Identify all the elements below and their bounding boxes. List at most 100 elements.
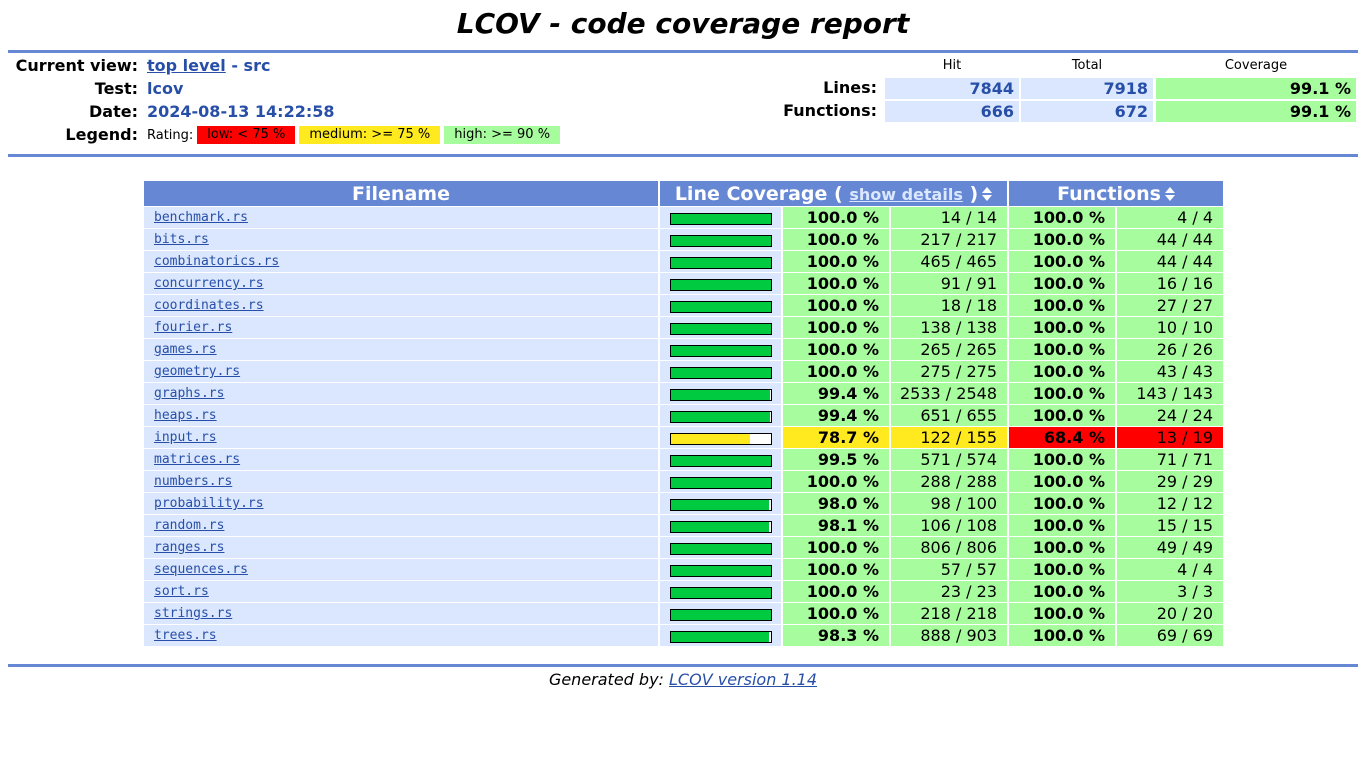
coverage-bar: [669, 542, 772, 555]
file-link[interactable]: games.rs: [154, 342, 217, 357]
function-coverage-percent: 100.0 %: [1009, 383, 1115, 404]
file-link[interactable]: input.rs: [154, 430, 217, 445]
coverage-bar: [669, 322, 772, 335]
function-coverage-count: 44 / 44: [1117, 229, 1223, 250]
function-coverage-count: 20 / 20: [1117, 603, 1223, 624]
file-name-cell: bits.rs: [144, 229, 658, 250]
line-coverage-percent: 100.0 %: [783, 207, 889, 228]
function-coverage-percent: 100.0 %: [1009, 449, 1115, 470]
coverage-table: Filename Line Coverage ( show details ) …: [142, 180, 1225, 647]
file-name-cell: concurrency.rs: [144, 273, 658, 294]
top-level-link[interactable]: top level: [147, 56, 226, 75]
coverage-bar-cell: [660, 559, 781, 580]
file-link[interactable]: combinatorics.rs: [154, 254, 280, 269]
file-link[interactable]: sort.rs: [154, 584, 209, 599]
coverage-bar-fill: [670, 301, 771, 312]
file-link[interactable]: sequences.rs: [154, 562, 248, 577]
file-link[interactable]: ranges.rs: [154, 540, 225, 555]
function-coverage-percent: 100.0 %: [1009, 471, 1115, 492]
coverage-bar-cell: [660, 603, 781, 624]
coverage-bar-fill: [670, 279, 771, 290]
function-coverage-percent: 100.0 %: [1009, 625, 1115, 646]
coverage-bar: [669, 278, 772, 291]
file-link[interactable]: heaps.rs: [154, 408, 217, 423]
line-coverage-count: 265 / 265: [891, 339, 1007, 360]
table-row: trees.rs 98.3 % 888 / 903 100.0 % 69 / 69: [144, 625, 1223, 646]
functions-header: Functions: [1009, 181, 1223, 206]
function-coverage-percent: 100.0 %: [1009, 273, 1115, 294]
coverage-bar-cell: [660, 625, 781, 646]
current-view-label: Current view:: [15, 56, 138, 75]
line-coverage-percent: 98.3 %: [783, 625, 889, 646]
coverage-bar-cell: [660, 515, 781, 536]
file-link[interactable]: trees.rs: [154, 628, 217, 643]
table-row: heaps.rs 99.4 % 651 / 655 100.0 % 24 / 24: [144, 405, 1223, 426]
show-details-link[interactable]: show details: [849, 184, 963, 204]
file-link[interactable]: numbers.rs: [154, 474, 233, 489]
summary-lines-coverage: 99.1 %: [1156, 78, 1356, 99]
file-link[interactable]: concurrency.rs: [154, 276, 264, 291]
coverage-bar-fill: [670, 499, 769, 510]
function-coverage-percent: 100.0 %: [1009, 493, 1115, 514]
line-coverage-count: 275 / 275: [891, 361, 1007, 382]
line-coverage-percent: 100.0 %: [783, 229, 889, 250]
legend-high: high: >= 90 %: [444, 126, 561, 144]
sort-icon[interactable]: [982, 187, 993, 201]
table-row: probability.rs 98.0 % 98 / 100 100.0 % 12 / …: [144, 493, 1223, 514]
function-coverage-count: 4 / 4: [1117, 559, 1223, 580]
function-coverage-count: 143 / 143: [1117, 383, 1223, 404]
coverage-bar-fill: [670, 477, 771, 488]
function-coverage-count: 69 / 69: [1117, 625, 1223, 646]
file-name-cell: input.rs: [144, 427, 658, 448]
file-link[interactable]: strings.rs: [154, 606, 233, 621]
sort-icon[interactable]: [1164, 187, 1175, 201]
coverage-bar-cell: [660, 493, 781, 514]
file-link[interactable]: matrices.rs: [154, 452, 241, 467]
legend: Rating: low: < 75 % medium: >= 75 % high…: [147, 126, 564, 144]
summary-hit-header: Hit: [942, 58, 962, 73]
file-name-cell: benchmark.rs: [144, 207, 658, 228]
file-name-cell: trees.rs: [144, 625, 658, 646]
function-coverage-percent: 100.0 %: [1009, 207, 1115, 228]
file-link[interactable]: fourier.rs: [154, 320, 233, 335]
summary-functions-label: Functions:: [783, 101, 877, 120]
lcov-version-link[interactable]: LCOV version 1.14: [669, 670, 818, 689]
function-coverage-percent: 100.0 %: [1009, 295, 1115, 316]
function-coverage-percent: 100.0 %: [1009, 229, 1115, 250]
line-coverage-count: 571 / 574: [891, 449, 1007, 470]
function-coverage-percent: 100.0 %: [1009, 405, 1115, 426]
file-link[interactable]: probability.rs: [154, 496, 264, 511]
function-coverage-count: 4 / 4: [1117, 207, 1223, 228]
coverage-bar-fill: [670, 587, 771, 598]
file-link[interactable]: graphs.rs: [154, 386, 225, 401]
coverage-bar-fill: [670, 521, 769, 532]
file-link[interactable]: random.rs: [154, 518, 225, 533]
table-row: matrices.rs 99.5 % 571 / 574 100.0 % 71 / 71: [144, 449, 1223, 470]
coverage-bar-fill: [670, 411, 770, 422]
file-link[interactable]: coordinates.rs: [154, 298, 264, 313]
coverage-bar-cell: [660, 383, 781, 404]
table-row: sequences.rs 100.0 % 57 / 57 100.0 % 4 / 4: [144, 559, 1223, 580]
file-name-cell: ranges.rs: [144, 537, 658, 558]
coverage-bar: [669, 234, 772, 247]
file-name-cell: coordinates.rs: [144, 295, 658, 316]
test-value: lcov: [147, 79, 184, 98]
coverage-bar-fill: [670, 235, 771, 246]
current-view-value: top level - src: [147, 56, 270, 76]
coverage-bar-fill: [670, 433, 750, 444]
summary-functions-coverage: 99.1 %: [1156, 101, 1356, 122]
line-coverage-count: 138 / 138: [891, 317, 1007, 338]
date-value: 2024-08-13 14:22:58: [147, 102, 335, 121]
table-row: benchmark.rs 100.0 % 14 / 14 100.0 % 4 / 4: [144, 207, 1223, 228]
rating-label: Rating:: [147, 127, 194, 143]
line-coverage-percent: 99.5 %: [783, 449, 889, 470]
function-coverage-count: 71 / 71: [1117, 449, 1223, 470]
coverage-bar-cell: [660, 471, 781, 492]
legend-label: Legend:: [65, 125, 138, 144]
file-link[interactable]: benchmark.rs: [154, 210, 248, 225]
file-link[interactable]: bits.rs: [154, 232, 209, 247]
file-link[interactable]: geometry.rs: [154, 364, 241, 379]
coverage-bar-fill: [670, 213, 771, 224]
line-coverage-count: 98 / 100: [891, 493, 1007, 514]
file-name-cell: sort.rs: [144, 581, 658, 602]
